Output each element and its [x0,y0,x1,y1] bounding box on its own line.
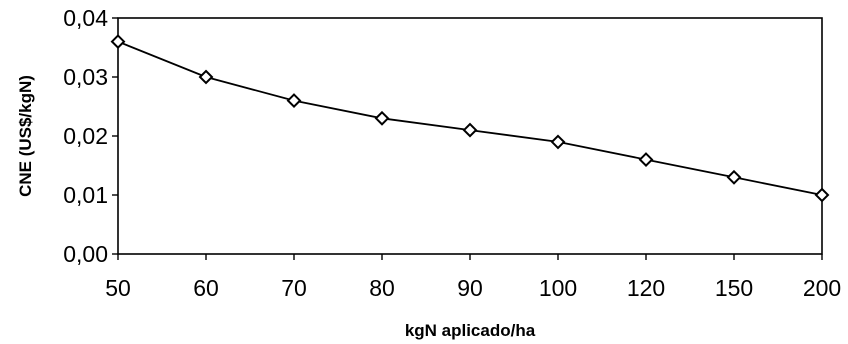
data-point-marker [638,152,654,168]
x-tick-label: 100 [539,275,577,301]
series-markers [110,34,830,203]
data-point-marker [286,93,302,109]
y-tick-label: 0,03 [63,64,108,90]
x-tick-label: 60 [193,275,219,301]
x-axis-ticks: 50 60 70 80 90 100 120 150 200 [105,254,841,301]
y-tick-label: 0,00 [63,241,108,267]
data-point-marker [110,34,126,50]
data-point-marker [462,122,478,138]
y-tick-label: 0,04 [63,5,108,31]
x-tick-label: 80 [369,275,395,301]
x-tick-label: 70 [281,275,307,301]
data-point-marker [198,69,214,85]
x-tick-label: 200 [803,275,841,301]
x-tick-label: 90 [457,275,483,301]
data-point-marker [550,134,566,150]
y-tick-label: 0,01 [63,182,108,208]
y-tick-label: 0,02 [63,123,108,149]
x-tick-label: 50 [105,275,131,301]
data-point-marker [814,187,830,203]
y-axis-title: CNE (US$/kgN) [16,75,35,197]
x-tick-label: 120 [627,275,665,301]
data-point-marker [374,110,390,126]
x-axis-title: kgN aplicado/ha [405,321,536,340]
data-point-marker [726,169,742,185]
y-axis-ticks: 0,00 0,01 0,02 0,03 0,04 [63,5,118,267]
x-tick-label: 150 [715,275,753,301]
